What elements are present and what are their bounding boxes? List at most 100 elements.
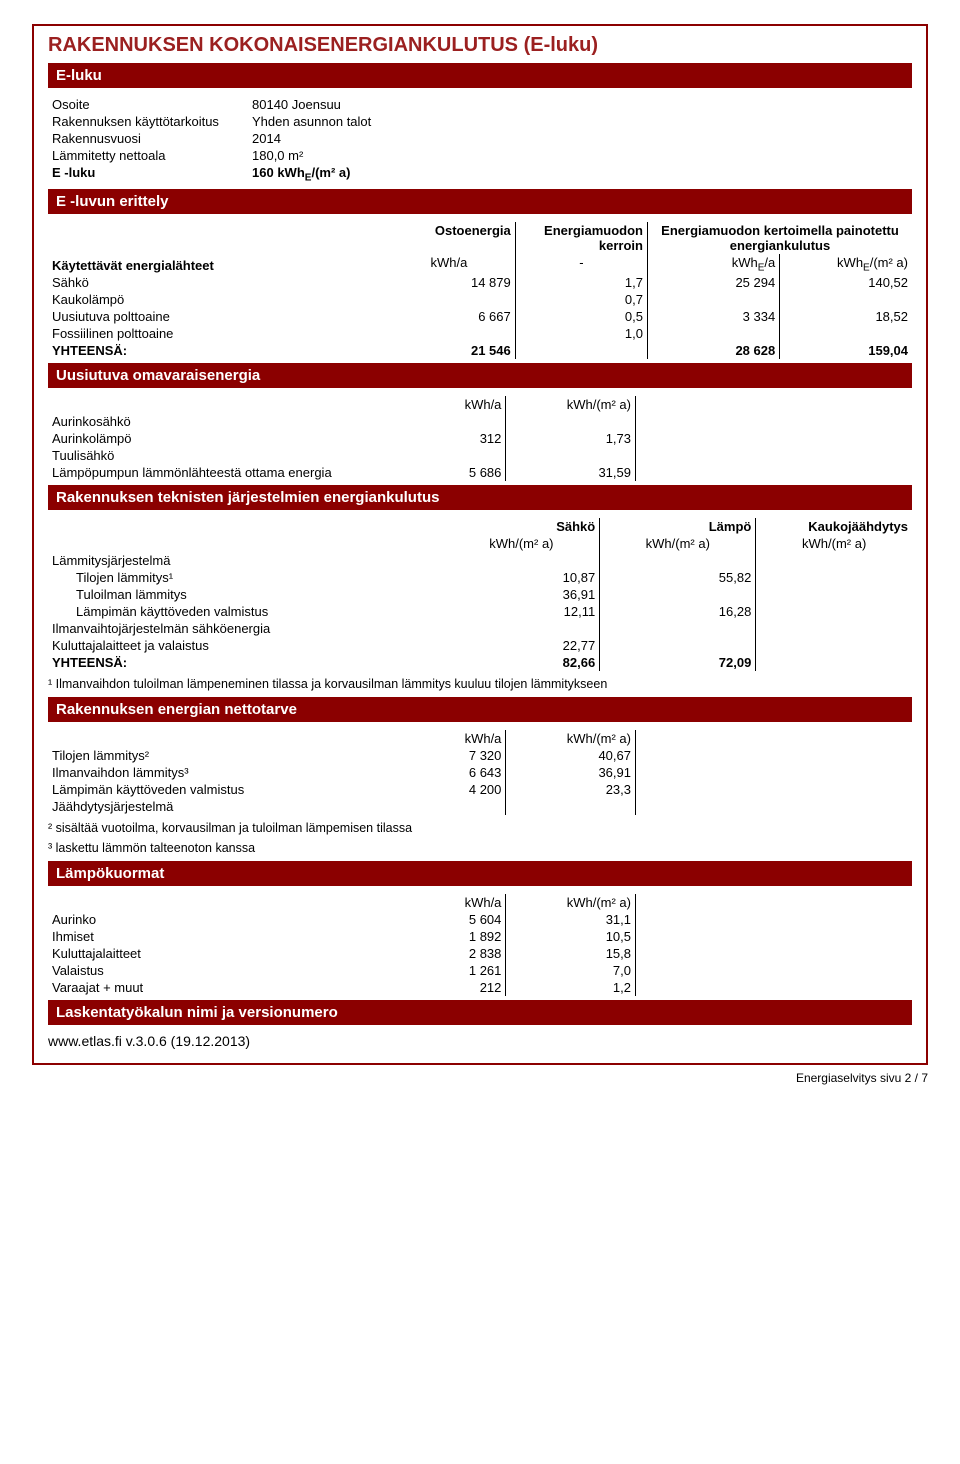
row-a: 212 bbox=[376, 979, 506, 996]
row-c bbox=[647, 325, 779, 342]
section-netto-title: Rakennuksen energian nettotarve bbox=[48, 697, 912, 722]
row-label: Kuluttajalaitteet bbox=[48, 945, 376, 962]
row-a bbox=[376, 798, 506, 815]
row-b bbox=[506, 798, 636, 815]
row-label: Tilojen lämmitys¹ bbox=[48, 569, 444, 586]
page-border: RAKENNUKSEN KOKONAISENERGIANKULUTUS (E-l… bbox=[32, 24, 928, 1065]
row-label: Lämpimän käyttöveden valmistus bbox=[48, 603, 444, 620]
row-b: 1,0 bbox=[515, 325, 647, 342]
unit-kwhe: kWhE/a bbox=[647, 254, 779, 275]
row-b: 31,1 bbox=[506, 911, 636, 928]
row-a: 14 879 bbox=[383, 274, 515, 291]
row-d: 18,52 bbox=[780, 308, 912, 325]
tek-total-label: YHTEENSÄ: bbox=[48, 654, 444, 671]
row-label: Sähkö bbox=[48, 274, 383, 291]
row-b: 10,5 bbox=[506, 928, 636, 945]
lampo-h2: kWh/(m² a) bbox=[506, 894, 636, 911]
section-erittely-title: E -luvun erittely bbox=[48, 189, 912, 214]
row-b bbox=[600, 586, 756, 603]
erittely-total-c: 28 628 bbox=[647, 342, 779, 359]
row-a: 5 686 bbox=[376, 464, 506, 481]
tek-h-kauko: Kaukojäähdytys bbox=[756, 518, 912, 535]
row-a bbox=[444, 552, 600, 569]
row-a: 10,87 bbox=[444, 569, 600, 586]
row-b bbox=[506, 447, 636, 464]
erittely-total-label: YHTEENSÄ: bbox=[48, 342, 383, 359]
row-b: 0,5 bbox=[515, 308, 647, 325]
row-label: Tuloilman lämmitys bbox=[48, 586, 444, 603]
row-label: Ilmanvaihdon lämmitys³ bbox=[48, 764, 376, 781]
row-label: Kaukolämpö bbox=[48, 291, 383, 308]
section-uusiutuva-title: Uusiutuva omavaraisenergia bbox=[48, 363, 912, 388]
row-a: 36,91 bbox=[444, 586, 600, 603]
row-c bbox=[756, 552, 912, 569]
lampo-h1: kWh/a bbox=[376, 894, 506, 911]
row-c bbox=[756, 620, 912, 637]
row-c: 25 294 bbox=[647, 274, 779, 291]
section-eluku-title: E-luku bbox=[48, 63, 912, 88]
row-label: Lämpöpumpun lämmönlähteestä ottama energ… bbox=[48, 464, 376, 481]
row-label: Ilmanvaihtojärjestelmän sähköenergia bbox=[48, 620, 444, 637]
row-b bbox=[506, 413, 636, 430]
row-b: 55,82 bbox=[600, 569, 756, 586]
row-label: Fossiilinen polttoaine bbox=[48, 325, 383, 342]
erittely-total-d: 159,04 bbox=[780, 342, 912, 359]
row-label: Tuulisähkö bbox=[48, 447, 376, 464]
unit-dash: - bbox=[515, 254, 647, 275]
netto-table: kWh/a kWh/(m² a) Tilojen lämmitys² 7 320… bbox=[48, 730, 912, 815]
netto-value: 180,0 m² bbox=[248, 147, 912, 164]
row-c bbox=[647, 291, 779, 308]
row-b: 23,3 bbox=[506, 781, 636, 798]
row-b bbox=[600, 637, 756, 654]
row-label: Ihmiset bbox=[48, 928, 376, 945]
main-title: RAKENNUKSEN KOKONAISENERGIANKULUTUS (E-l… bbox=[48, 34, 912, 57]
page-number: Energiaselvitys sivu 2 / 7 bbox=[32, 1071, 928, 1085]
erittely-table: Käytettävät energialähteet Ostoenergia E… bbox=[48, 222, 912, 360]
row-a: 22,77 bbox=[444, 637, 600, 654]
tek-footnote: ¹ Ilmanvaihdon tuloilman lämpeneminen ti… bbox=[48, 677, 912, 691]
row-c: 3 334 bbox=[647, 308, 779, 325]
row-d bbox=[780, 291, 912, 308]
row-b bbox=[600, 552, 756, 569]
row-label: Tilojen lämmitys² bbox=[48, 747, 376, 764]
row-b: 1,7 bbox=[515, 274, 647, 291]
erittely-total-a: 21 546 bbox=[383, 342, 515, 359]
hdr-sources: Käytettävät energialähteet bbox=[48, 222, 383, 275]
section-tekniset-title: Rakennuksen teknisten järjestelmien ener… bbox=[48, 485, 912, 510]
row-a: 6 643 bbox=[376, 764, 506, 781]
row-b: 1,73 bbox=[506, 430, 636, 447]
row-c bbox=[756, 603, 912, 620]
row-a: 2 838 bbox=[376, 945, 506, 962]
hdr-osto: Ostoenergia bbox=[383, 222, 515, 254]
tek-u2: kWh/(m² a) bbox=[600, 535, 756, 552]
row-a: 1 892 bbox=[376, 928, 506, 945]
uusiutuva-h1: kWh/a bbox=[376, 396, 506, 413]
section-tool-title: Laskentatyökalun nimi ja versionumero bbox=[48, 1000, 912, 1025]
row-label: Lämmitysjärjestelmä bbox=[48, 552, 444, 569]
netto-label: Lämmitetty nettoala bbox=[48, 147, 248, 164]
row-b: 16,28 bbox=[600, 603, 756, 620]
uusiutuva-h2: kWh/(m² a) bbox=[506, 396, 636, 413]
tool-link: www.etlas.fi v.3.0.6 (19.12.2013) bbox=[48, 1033, 912, 1049]
row-label: Varaajat + muut bbox=[48, 979, 376, 996]
row-c bbox=[756, 586, 912, 603]
osoite-label: Osoite bbox=[48, 96, 248, 113]
uusiutuva-table: kWh/a kWh/(m² a) Aurinkosähkö Aurinkoläm… bbox=[48, 396, 912, 481]
row-b: 36,91 bbox=[506, 764, 636, 781]
row-c bbox=[756, 637, 912, 654]
row-a: 7 320 bbox=[376, 747, 506, 764]
row-a: 1 261 bbox=[376, 962, 506, 979]
kaytto-label: Rakennuksen käyttötarkoitus bbox=[48, 113, 248, 130]
vuosi-value: 2014 bbox=[248, 130, 912, 147]
hdr-painotettu: Energiamuodon kertoimella painotettu ene… bbox=[647, 222, 912, 254]
row-b: 1,2 bbox=[506, 979, 636, 996]
tek-h-lampo: Lämpö bbox=[600, 518, 756, 535]
netto-note2: ³ laskettu lämmön talteenoton kanssa bbox=[48, 841, 912, 855]
unit-kwhem2: kWhE/(m² a) bbox=[780, 254, 912, 275]
eluku-value: 160 kWhE/(m² a) bbox=[248, 164, 912, 185]
hdr-kerroin: Energiamuodon kerroin bbox=[515, 222, 647, 254]
unit-kwha: kWh/a bbox=[383, 254, 515, 275]
row-label: Uusiutuva polttoaine bbox=[48, 308, 383, 325]
row-label: Jäähdytysjärjestelmä bbox=[48, 798, 376, 815]
row-b bbox=[600, 620, 756, 637]
